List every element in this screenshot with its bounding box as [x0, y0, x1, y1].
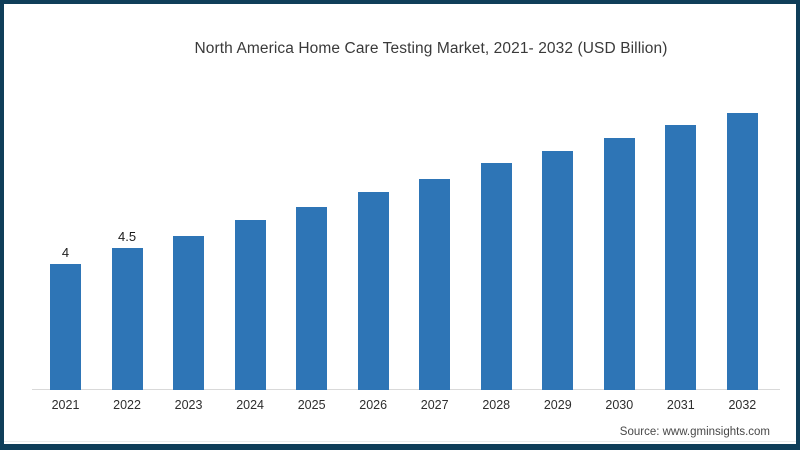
bar-value-label: 4: [61, 245, 70, 260]
x-axis-label: 2032: [728, 398, 757, 412]
bar-column: 2029: [542, 151, 574, 412]
bar-column: 2030: [603, 138, 635, 412]
x-axis-label: 2030: [605, 398, 634, 412]
bar-2026: [357, 192, 389, 390]
bar-column: 2024: [234, 220, 266, 412]
bar-2022: [111, 248, 143, 390]
bar-2025: [296, 207, 328, 390]
footer-divider: [4, 441, 796, 442]
bar-column: 2026: [357, 192, 389, 412]
source-credit: Source: www.gminsights.com: [619, 426, 770, 438]
bar-2029: [542, 151, 574, 390]
bar-column: 2023: [173, 236, 205, 412]
bar-group: 4 2021 4.5 2022 2023 2024 2025 2026 2027 2028 2029…: [50, 98, 758, 412]
bar-2024: [234, 220, 266, 390]
bar-2032: [726, 113, 758, 390]
bar-2023: [173, 236, 205, 390]
bar-2028: [480, 163, 512, 390]
x-axis-label: 2021: [51, 398, 80, 412]
x-axis-label: 2029: [543, 398, 572, 412]
bar-column: 4 2021: [50, 245, 81, 412]
bar-2021: [50, 264, 81, 390]
x-axis-label: 2028: [482, 398, 511, 412]
bar-column: 2031: [665, 125, 697, 412]
bar-column: 2032: [726, 113, 758, 412]
bar-2030: [603, 138, 635, 390]
x-axis-label: 2026: [359, 398, 388, 412]
x-axis-label: 2031: [666, 398, 695, 412]
bar-column: 2025: [296, 207, 328, 412]
x-axis-line: [32, 389, 780, 390]
chart-title: North America Home Care Testing Market, …: [194, 40, 668, 57]
x-axis-label: 2024: [236, 398, 264, 412]
x-axis-label: 2023: [174, 398, 203, 412]
bar-2027: [419, 179, 451, 390]
x-axis-label: 2025: [297, 398, 326, 412]
bar-2031: [665, 125, 697, 390]
bar-column: 2028: [480, 163, 512, 412]
bar-column: 4.5 2022: [111, 229, 143, 412]
x-axis-label: 2027: [420, 398, 449, 412]
bar-value-label: 4.5: [117, 229, 137, 244]
bar-column: 2027: [419, 179, 451, 412]
x-axis-label: 2022: [113, 398, 141, 412]
